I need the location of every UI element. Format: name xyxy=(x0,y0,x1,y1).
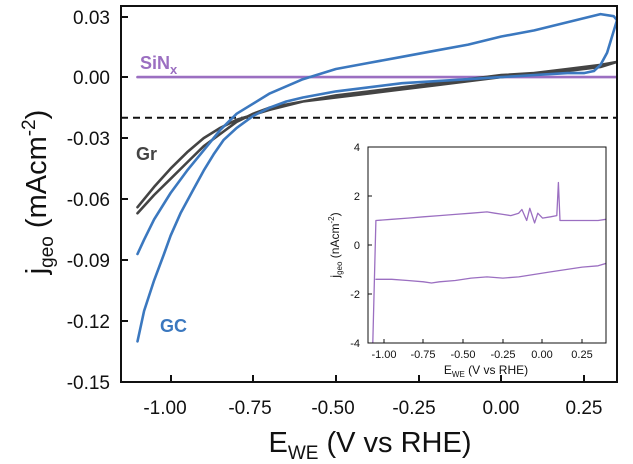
series-line-sinx-forward xyxy=(372,181,606,343)
y-tick-label: -0.06 xyxy=(67,190,110,211)
inset-y-tick-label: 0 xyxy=(354,240,360,252)
series-label-gc: GC xyxy=(160,316,187,336)
main-chart: 0.03 0.00 -0.03 -0.06 -0.09 -0.12 -0.15 … xyxy=(19,5,618,464)
series-line-gc xyxy=(136,12,617,343)
main-x-axis: -1.00 -0.75 -0.50 -0.25 0.00 0.25 xyxy=(143,375,602,419)
inset-x-tick-label: 0.00 xyxy=(531,349,552,361)
main-plot-frame xyxy=(120,5,618,383)
inset-y-axis-title: jgeo (nAcm-2) xyxy=(327,212,344,278)
x-tick-label: -0.75 xyxy=(228,398,271,419)
inset-chart: 4 2 0 -2 -4 -1.00 -0.75 -0.50 -0.25 0.00… xyxy=(327,142,607,379)
inset-x-tick-label: -0.50 xyxy=(450,349,475,361)
inset-x-tick-label: -0.25 xyxy=(490,349,515,361)
series-label-sinx: SiNx xyxy=(140,53,178,77)
y-tick-label: 0.03 xyxy=(73,8,110,29)
inset-y-axis: 4 2 0 -2 -4 xyxy=(350,142,372,350)
inset-x-axis-title: EWE (V vs RHE) xyxy=(444,363,528,379)
y-tick-label: 0.00 xyxy=(73,68,110,89)
series-line-sinx-reverse xyxy=(375,262,606,284)
inset-x-axis: -1.00 -0.75 -0.50 -0.25 0.00 0.25 xyxy=(371,339,593,361)
y-tick-label: -0.15 xyxy=(67,373,110,394)
x-tick-label: -1.00 xyxy=(143,398,186,419)
x-axis-title: EWE (V vs RHE) xyxy=(268,427,471,464)
inset-x-tick-label: -0.75 xyxy=(410,349,435,361)
main-plot-area xyxy=(121,12,617,343)
y-tick-label: -0.12 xyxy=(67,312,110,333)
x-tick-label: -0.25 xyxy=(392,398,435,419)
y-tick-label: -0.09 xyxy=(67,251,110,272)
inset-plot-area xyxy=(372,181,606,343)
inset-y-tick-label: 2 xyxy=(354,191,360,203)
inset-x-tick-label: 0.25 xyxy=(571,349,592,361)
main-y-axis: 0.03 0.00 -0.03 -0.06 -0.09 -0.12 -0.15 xyxy=(67,8,128,394)
series-label-gr: Gr xyxy=(136,144,157,164)
inset-x-tick-label: -1.00 xyxy=(371,349,396,361)
series-line-gr xyxy=(136,60,617,215)
x-tick-label: 0.25 xyxy=(566,398,603,419)
inset-y-tick-label: -2 xyxy=(350,289,360,301)
x-tick-label: 0.00 xyxy=(483,398,520,419)
y-axis-title: jgeo (mAcm-2) xyxy=(19,110,58,276)
inset-y-tick-label: -4 xyxy=(350,338,360,350)
inset-y-tick-label: 4 xyxy=(354,142,360,154)
x-tick-label: -0.50 xyxy=(311,398,354,419)
y-tick-label: -0.03 xyxy=(67,129,110,150)
inset-background xyxy=(368,147,606,343)
